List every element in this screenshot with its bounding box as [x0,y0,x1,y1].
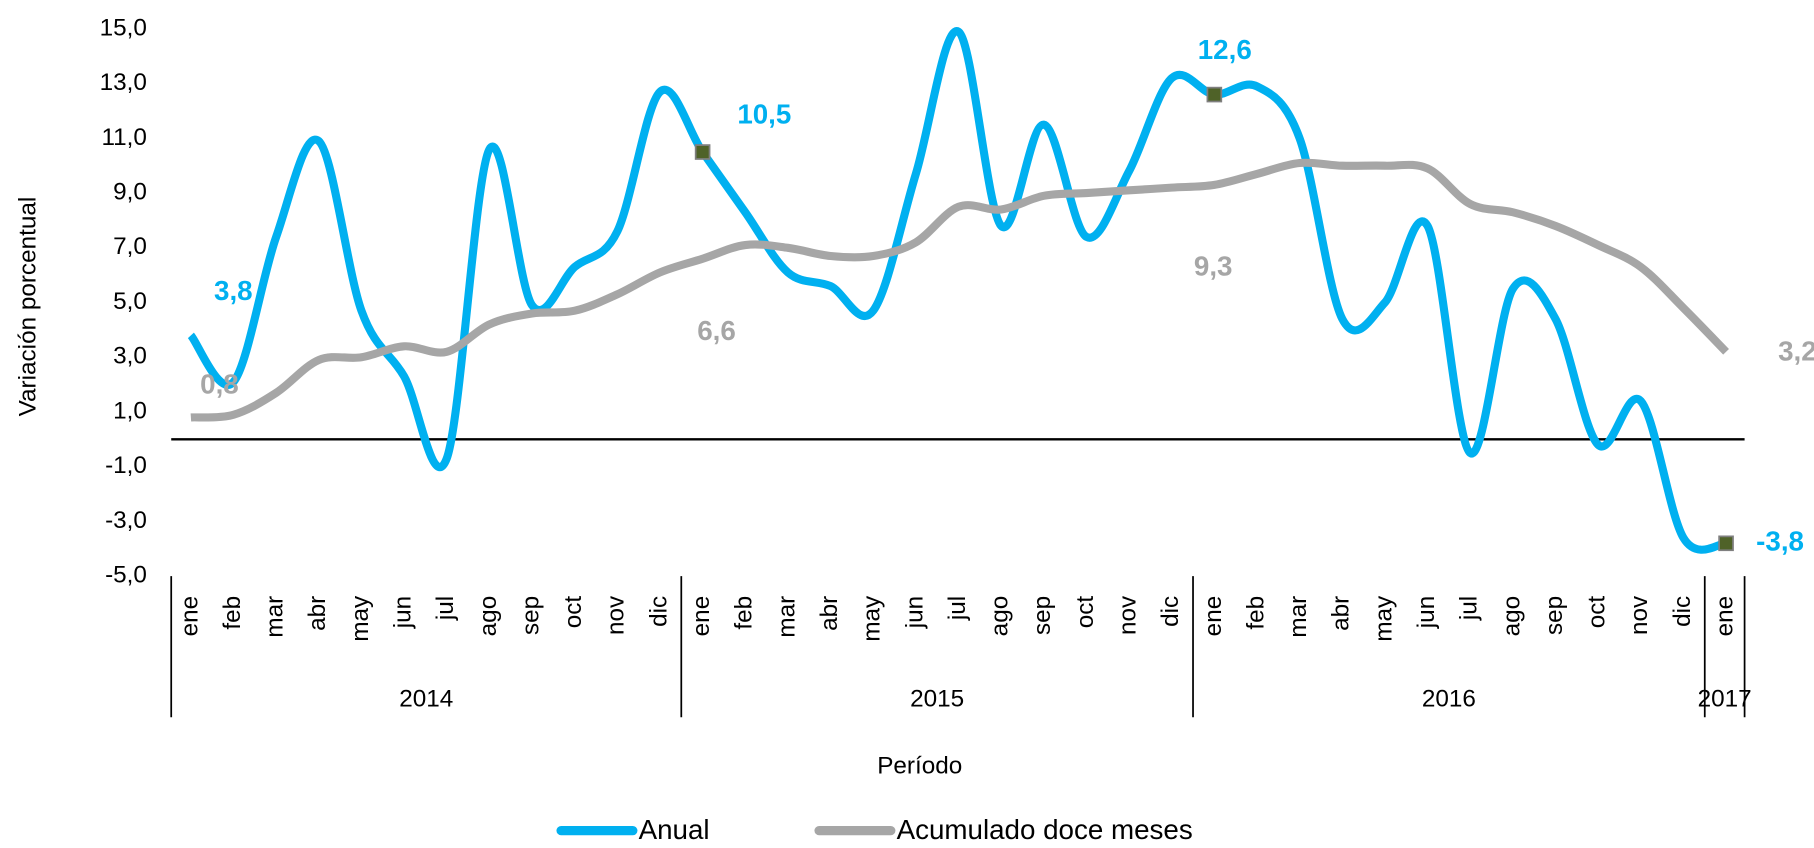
x-axis-title: Período [877,752,962,779]
x-tick-label: dic [1669,596,1696,627]
x-tick-label: nov [603,595,630,635]
y-tick-label: -3,0 [105,507,147,534]
group-label: 2017 [1698,685,1752,712]
data-label: 0,8 [200,369,239,400]
x-tick-label: abr [1328,596,1355,631]
x-tick-label: jun [390,596,417,629]
data-label: 3,8 [214,275,253,306]
data-label: -3,8 [1756,526,1804,557]
y-tick-label: 1,0 [113,397,147,424]
x-tick-label: ene [1200,596,1227,637]
x-tick-label: ago [1498,596,1525,637]
x-tick-label: abr [816,596,843,631]
x-tick-label: jun [901,596,928,629]
y-tick-label: 5,0 [113,288,147,315]
x-tick-label: feb [219,596,246,630]
data-label: 3,2 [1778,335,1814,366]
x-tick-label: jul [944,596,971,621]
x-tick-label: may [347,595,374,642]
x-tick-label: feb [731,596,758,630]
x-tick-label: nov [1114,595,1141,635]
x-tick-label: mar [1285,596,1312,638]
x-tick-label: ene [688,596,715,637]
y-tick-label: 15,0 [100,14,147,41]
group-label: 2015 [910,685,964,712]
y-tick-label: -5,0 [105,562,147,589]
group-label: 2014 [399,685,453,712]
legend-label: Acumulado doce meses [897,814,1193,845]
data-label: 10,5 [737,99,791,130]
y-axis-title: Variación porcentual [14,197,41,417]
x-tick-label: abr [304,596,331,631]
point-marker [1718,535,1734,552]
x-tick-label: may [859,595,886,642]
line-series [187,27,1727,554]
point-marker [694,144,711,160]
x-tick-label: may [1370,595,1397,642]
x-tick-label: dic [1157,596,1184,627]
y-tick-label: 11,0 [101,124,146,151]
y-tick-label: 13,0 [100,69,147,96]
x-tick-label: jul [432,596,459,621]
x-tick-label: mar [262,596,289,638]
x-tick-label: mar [773,596,800,638]
x-tick-label: ene [1711,596,1738,637]
data-label: 12,6 [1198,34,1252,65]
x-tick-label: oct [560,596,587,629]
x-tick-label: ago [987,596,1014,637]
x-tick-label: jul [1456,596,1483,621]
x-tick-label: feb [1242,596,1269,630]
x-tick-label: dic [645,596,672,627]
x-tick-label: sep [1541,596,1568,635]
x-tick-label: sep [517,596,544,635]
y-tick-label: -1,0 [105,452,147,479]
x-tick-label: nov [1626,595,1653,635]
x-tick-label: sep [1029,596,1056,635]
data-label: 9,3 [1194,251,1233,282]
line-series [190,158,1729,422]
legend-label: Anual [639,814,710,845]
point-marker [1206,86,1223,103]
x-tick-label: oct [1584,596,1611,629]
x-tick-label: jun [1413,596,1440,629]
x-tick-label: ago [475,596,502,637]
y-tick-label: 3,0 [113,343,147,370]
x-tick-label: oct [1072,596,1099,629]
data-label: 6,6 [697,315,736,346]
x-tick-label: ene [176,596,203,637]
group-label: 2016 [1422,685,1476,712]
y-tick-label: 9,0 [113,179,147,206]
y-tick-label: 7,0 [113,233,147,260]
